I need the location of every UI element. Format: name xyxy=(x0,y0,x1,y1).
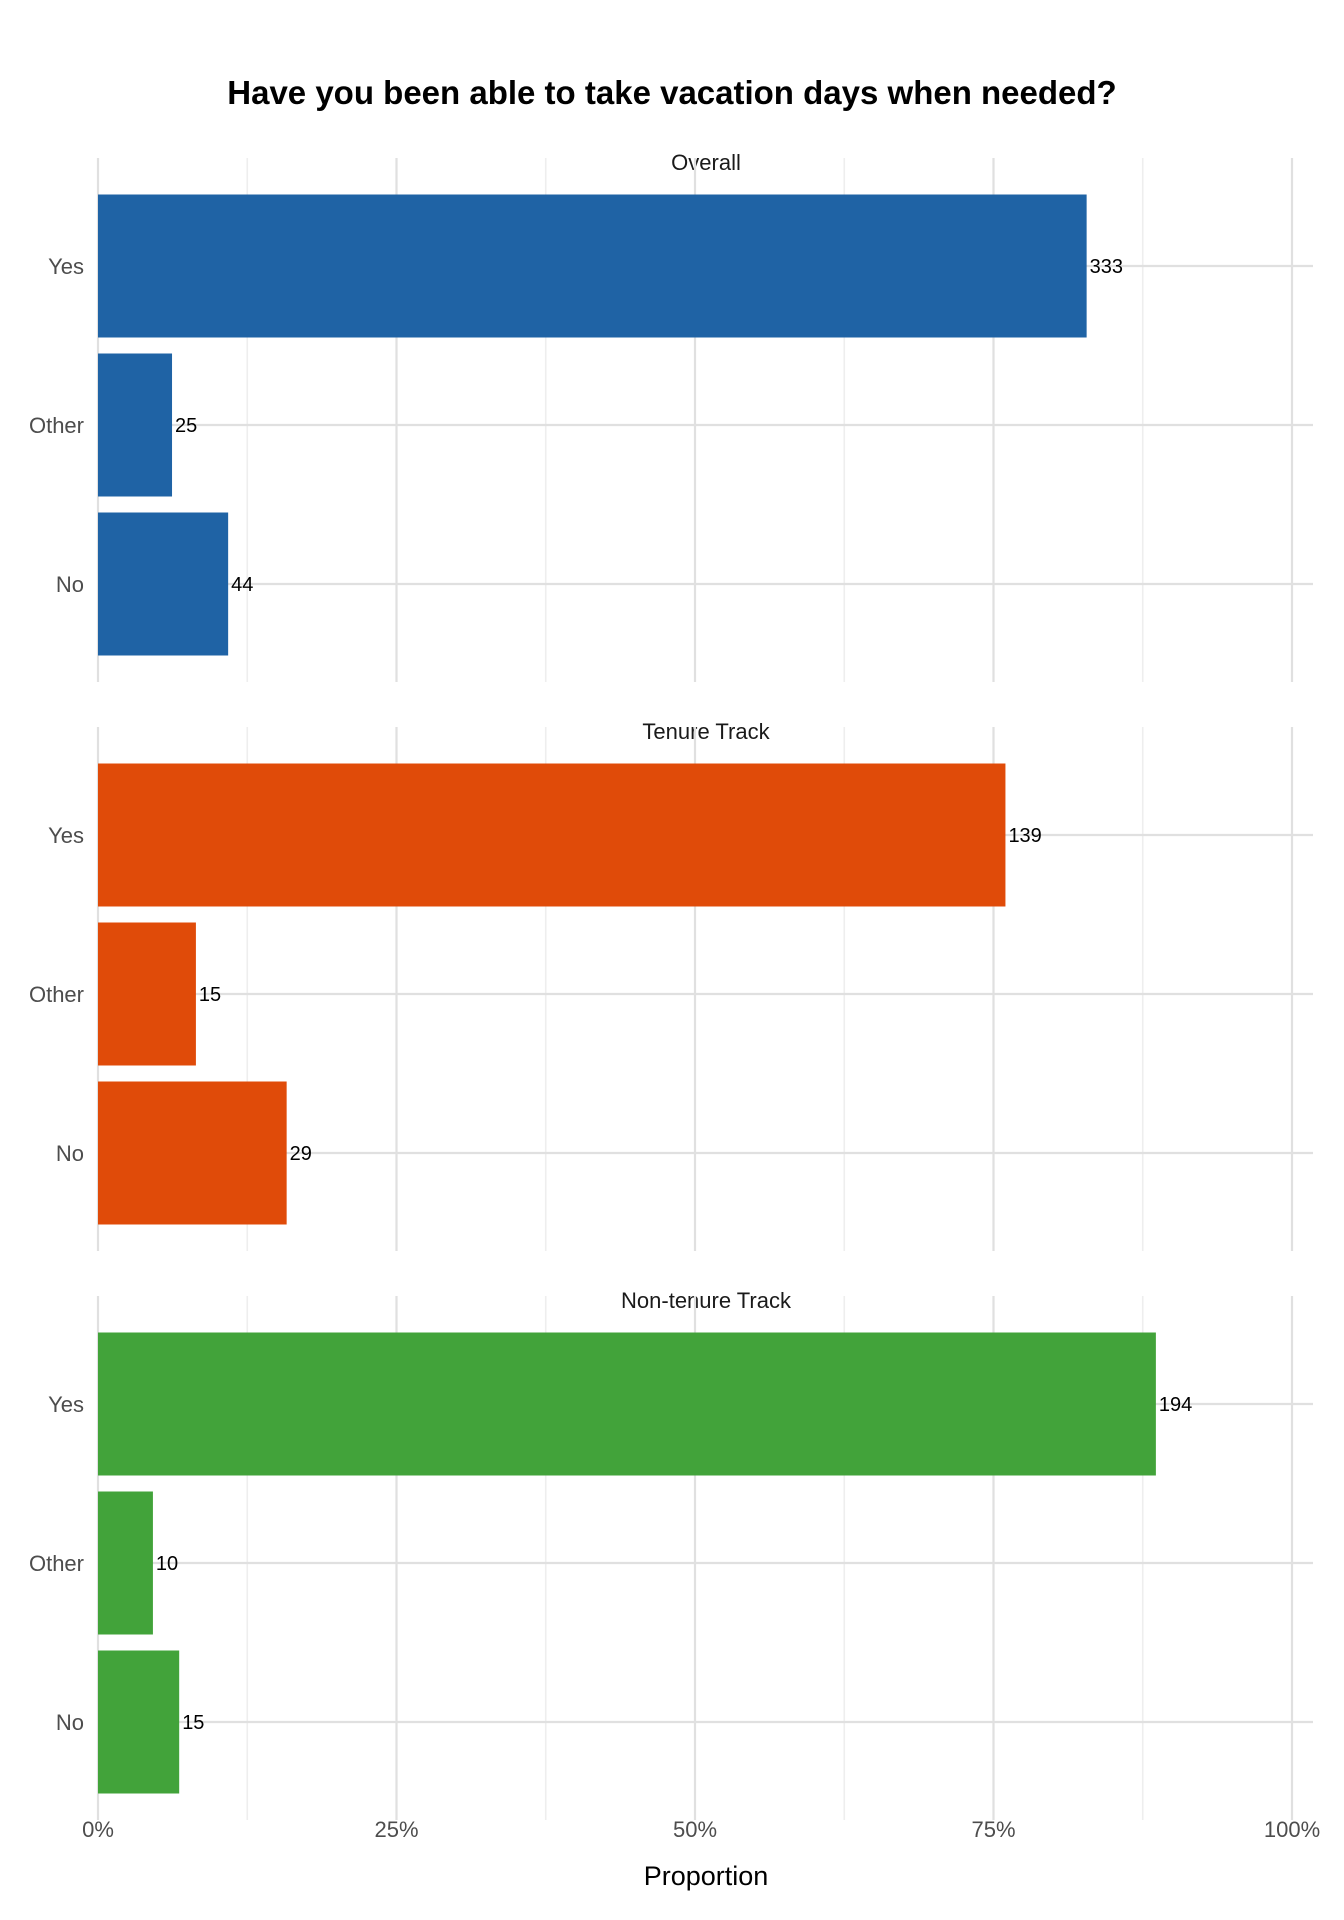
bar xyxy=(98,1081,287,1225)
facet-title: Tenure Track xyxy=(642,719,770,744)
chart-title: Have you been able to take vacation days… xyxy=(227,74,1116,111)
category-label: No xyxy=(56,572,84,597)
bar xyxy=(98,512,229,656)
data-label: 44 xyxy=(231,574,253,596)
bar xyxy=(98,194,1087,338)
data-label: 29 xyxy=(290,1143,312,1165)
bar xyxy=(98,1491,153,1635)
facet-panel: Tenure Track Yes 139 Other 15 No 29 xyxy=(29,719,1313,1251)
category-label: Other xyxy=(29,982,84,1007)
x-tick-label: 25% xyxy=(374,1817,418,1842)
bar xyxy=(98,922,196,1066)
facet-panel: Overall Yes 333 Other 25 No 44 xyxy=(29,150,1313,682)
category-label: Other xyxy=(29,1551,84,1576)
x-tick-label: 75% xyxy=(971,1817,1015,1842)
category-label: Yes xyxy=(48,823,84,848)
category-label: No xyxy=(56,1710,84,1735)
category-label: Other xyxy=(29,413,84,438)
data-label: 333 xyxy=(1090,256,1123,278)
panels: Overall Yes 333 Other 25 No 44 Tenure Track Yes 1… xyxy=(29,150,1313,1820)
data-label: 139 xyxy=(1008,825,1041,847)
bar xyxy=(98,353,173,497)
x-tick-label: 50% xyxy=(673,1817,717,1842)
data-label: 15 xyxy=(199,984,221,1006)
x-tick-label: 0% xyxy=(82,1817,114,1842)
bar xyxy=(98,763,1006,907)
x-tick-label: 100% xyxy=(1264,1817,1320,1842)
data-label: 15 xyxy=(182,1712,204,1734)
x-axis: 0% 25% 50% 75% 100% xyxy=(82,1817,1320,1842)
bar xyxy=(98,1332,1156,1476)
category-label: Yes xyxy=(48,254,84,279)
facet-title: Non-tenure Track xyxy=(621,1288,792,1313)
category-label: Yes xyxy=(48,1392,84,1417)
category-label: No xyxy=(56,1141,84,1166)
x-axis-title: Proportion xyxy=(644,1861,769,1891)
data-label: 25 xyxy=(175,415,197,437)
facet-title: Overall xyxy=(671,150,741,175)
data-label: 194 xyxy=(1159,1394,1192,1416)
data-label: 10 xyxy=(156,1553,178,1575)
bar xyxy=(98,1650,180,1794)
facet-panel: Non-tenure Track Yes 194 Other 10 No 15 xyxy=(29,1288,1313,1820)
